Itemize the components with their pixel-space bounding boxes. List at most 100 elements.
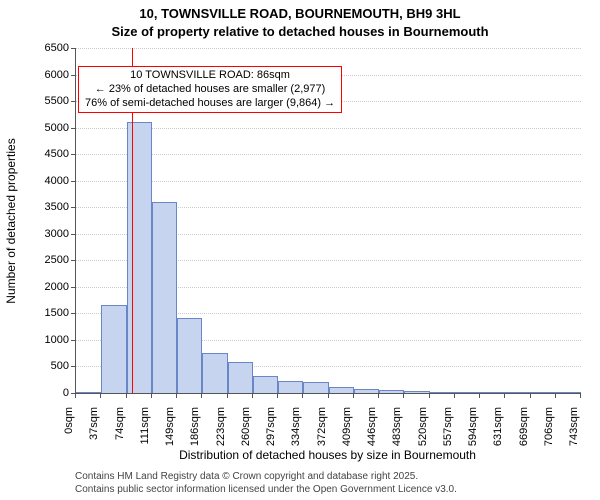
histogram-bar [253,376,278,393]
plot-area: 10 TOWNSVILLE ROAD: 86sqm← 23% of detach… [75,48,581,394]
y-tick-label: 1500 [29,307,69,319]
histogram-bar [202,353,227,393]
x-tick-label: 149sqm [164,407,176,467]
y-tick-mark [71,287,76,288]
y-tick-label: 6000 [29,69,69,81]
chart-container: 10, TOWNSVILLE ROAD, BOURNEMOUTH, BH9 3H… [0,0,600,500]
y-tick-label: 2000 [29,281,69,293]
y-tick-label: 0 [29,387,69,399]
x-tick-mark [328,393,329,398]
histogram-bar [127,122,152,393]
histogram-bar [278,381,303,393]
y-tick-mark [71,181,76,182]
histogram-bar [505,392,530,393]
x-tick-mark [277,393,278,398]
histogram-bar [101,305,126,393]
x-tick-mark [580,393,581,398]
y-tick-label: 2500 [29,254,69,266]
y-tick-mark [71,366,76,367]
histogram-bar [303,382,328,393]
x-tick-mark [555,393,556,398]
gridline [76,48,581,49]
x-tick-label: 223sqm [215,407,227,467]
x-tick-label: 0sqm [63,407,75,467]
y-tick-mark [71,101,76,102]
x-tick-label: 37sqm [88,407,100,467]
histogram-bar [531,392,556,393]
x-tick-label: 706sqm [543,407,555,467]
x-tick-label: 631sqm [492,407,504,467]
gridline [76,154,581,155]
x-tick-label: 372sqm [316,407,328,467]
x-tick-mark [302,393,303,398]
y-tick-label: 3000 [29,228,69,240]
x-tick-mark [530,393,531,398]
chart-title-line2: Size of property relative to detached ho… [0,24,600,39]
y-tick-label: 500 [29,360,69,372]
y-tick-mark [71,128,76,129]
histogram-bar [228,362,253,393]
histogram-bar [177,318,202,393]
y-tick-mark [71,75,76,76]
annotation-box: 10 TOWNSVILLE ROAD: 86sqm← 23% of detach… [78,66,342,113]
histogram-bar [430,392,455,393]
histogram-bar [152,202,177,393]
x-tick-mark [151,393,152,398]
y-tick-mark [71,234,76,235]
x-tick-mark [252,393,253,398]
gridline [76,128,581,129]
y-tick-mark [71,260,76,261]
y-tick-mark [71,48,76,49]
histogram-bar [379,390,404,393]
x-tick-mark [353,393,354,398]
y-tick-mark [71,154,76,155]
histogram-bar [404,391,429,393]
y-tick-mark [71,313,76,314]
x-tick-mark [429,393,430,398]
gridline [76,181,581,182]
x-tick-mark [479,393,480,398]
x-tick-mark [454,393,455,398]
x-tick-mark [176,393,177,398]
x-tick-mark [504,393,505,398]
histogram-bar [329,387,354,393]
x-tick-label: 669sqm [518,407,530,467]
x-tick-label: 446sqm [366,407,378,467]
histogram-bar [556,392,581,393]
x-tick-mark [100,393,101,398]
x-tick-mark [201,393,202,398]
x-tick-label: 111sqm [139,407,151,467]
x-tick-label: 483sqm [391,407,403,467]
histogram-bar [455,392,480,393]
y-tick-label: 4500 [29,148,69,160]
chart-title-line1: 10, TOWNSVILLE ROAD, BOURNEMOUTH, BH9 3H… [0,6,600,21]
x-tick-label: 186sqm [189,407,201,467]
x-tick-label: 409sqm [341,407,353,467]
x-tick-mark [403,393,404,398]
x-tick-label: 297sqm [265,407,277,467]
histogram-bar [76,392,101,393]
histogram-bar [354,389,379,393]
x-tick-label: 557sqm [442,407,454,467]
x-tick-mark [227,393,228,398]
y-tick-mark [71,340,76,341]
x-tick-label: 74sqm [114,407,126,467]
annotation-title: 10 TOWNSVILLE ROAD: 86sqm [85,69,335,83]
y-tick-label: 5500 [29,95,69,107]
y-tick-label: 4000 [29,175,69,187]
x-tick-label: 743sqm [568,407,580,467]
footer-line2: Contains public sector information licen… [75,484,457,495]
y-tick-label: 6500 [29,42,69,54]
y-tick-label: 5000 [29,122,69,134]
x-tick-label: 334sqm [290,407,302,467]
y-tick-label: 1000 [29,334,69,346]
x-tick-mark [126,393,127,398]
x-tick-mark [75,393,76,398]
x-tick-label: 260sqm [240,407,252,467]
annotation-line2: 76% of semi-detached houses are larger (… [85,97,335,111]
histogram-bar [480,392,505,393]
y-tick-label: 3500 [29,201,69,213]
x-tick-label: 520sqm [417,407,429,467]
x-tick-mark [378,393,379,398]
x-tick-label: 594sqm [467,407,479,467]
